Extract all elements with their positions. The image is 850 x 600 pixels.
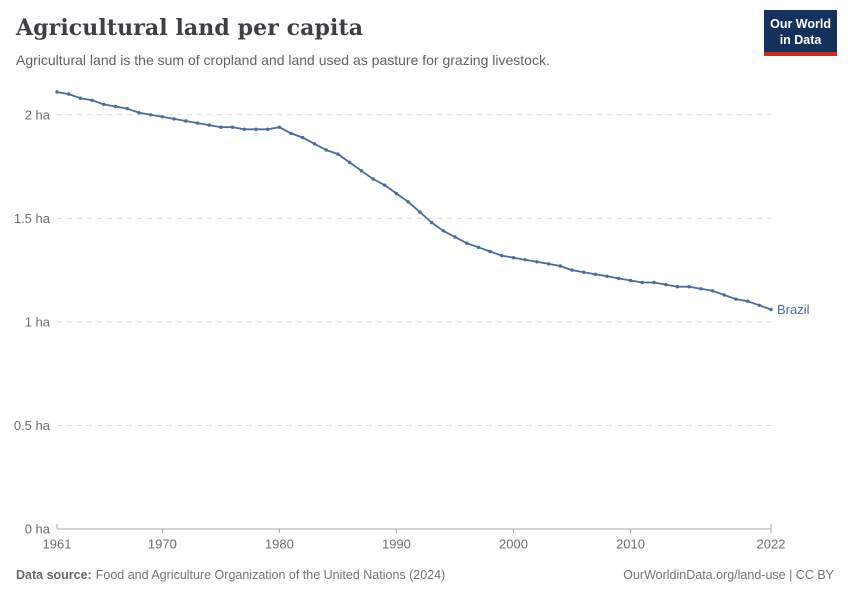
data-point-marker	[441, 229, 445, 233]
data-point-marker	[652, 280, 656, 285]
data-point-marker	[558, 264, 562, 268]
data-point-marker	[476, 245, 481, 249]
chart-footer: Data source: Food and Agriculture Organiz…	[16, 568, 834, 582]
data-point-marker	[78, 96, 83, 100]
x-tick-label: 1990	[382, 537, 411, 552]
data-point-marker	[523, 258, 527, 262]
data-point-marker	[500, 253, 504, 258]
data-point-marker	[687, 285, 691, 289]
data-point-marker	[55, 90, 59, 94]
owid-logo-line2: in Data	[779, 33, 822, 48]
data-point-marker	[301, 135, 305, 140]
data-point-marker	[172, 117, 176, 121]
data-point-marker	[324, 148, 328, 152]
data-source-text: Food and Agriculture Organization of the…	[95, 568, 446, 582]
y-axis: 2 ha 1.5 ha 1 ha 0.5 ha 0 ha	[14, 107, 771, 537]
data-point-marker	[664, 282, 668, 287]
y-tick-label: 0.5 ha	[14, 418, 51, 433]
data-source-line: Data source: Food and Agriculture Organiz…	[16, 568, 445, 582]
data-point-marker	[230, 125, 235, 129]
data-point-marker	[195, 121, 200, 125]
data-point-marker	[242, 127, 246, 131]
x-axis: 1961 1970 1980 1990 2000 2010 2022	[43, 524, 786, 552]
data-point-marker	[710, 289, 715, 293]
data-point-marker	[617, 276, 621, 281]
x-tick-label: 1980	[265, 537, 294, 552]
data-point-marker	[453, 235, 457, 239]
x-tick-label: 2000	[499, 537, 528, 552]
data-point-marker	[219, 125, 223, 129]
series-brazil: Brazil	[55, 90, 810, 317]
data-point-marker	[359, 169, 363, 173]
y-tick-label: 1 ha	[25, 314, 51, 329]
data-point-marker	[160, 115, 164, 119]
data-point-marker	[640, 280, 644, 285]
data-point-marker	[605, 274, 609, 278]
data-point-marker	[113, 104, 118, 109]
data-point-marker	[254, 127, 258, 131]
data-point-marker	[184, 119, 188, 123]
data-point-marker	[757, 303, 761, 307]
data-point-marker	[207, 123, 211, 127]
series-end-label: Brazil	[777, 302, 810, 317]
data-point-marker	[277, 125, 282, 129]
data-point-marker	[347, 160, 352, 165]
data-point-marker	[465, 241, 469, 245]
data-point-marker	[734, 297, 738, 301]
data-point-marker	[745, 299, 750, 303]
x-tick-label: 1961	[43, 537, 72, 552]
data-point-marker	[570, 268, 574, 272]
y-tick-label: 2 ha	[25, 107, 51, 122]
attribution-link[interactable]: OurWorldinData.org/land-use | CC BY	[623, 568, 834, 582]
chart-subtitle: Agricultural land is the sum of cropland…	[16, 52, 550, 68]
data-point-marker	[336, 152, 340, 156]
data-point-marker	[394, 191, 399, 196]
x-tick-label: 2010	[616, 537, 645, 552]
data-point-marker	[675, 285, 680, 289]
data-point-marker	[266, 127, 270, 131]
data-point-marker	[699, 287, 703, 291]
owid-logo-line1: Our World	[770, 17, 831, 31]
data-point-marker	[593, 272, 598, 276]
data-point-marker	[312, 142, 317, 146]
data-point-marker	[371, 177, 375, 181]
data-point-marker	[102, 102, 106, 107]
data-point-marker	[148, 113, 153, 117]
data-point-marker	[383, 183, 387, 187]
data-line	[56, 91, 772, 311]
x-tick-label: 2022	[757, 537, 786, 552]
data-point-marker	[535, 260, 539, 264]
data-point-marker	[289, 131, 293, 136]
data-point-marker	[769, 307, 773, 312]
owid-logo[interactable]: Our World in Data	[764, 10, 837, 56]
data-point-marker	[90, 98, 94, 103]
page-title: Agricultural land per capita	[16, 15, 364, 41]
data-point-marker	[429, 220, 434, 225]
x-tick-label: 1970	[148, 537, 177, 552]
data-point-marker	[546, 262, 551, 266]
data-point-marker	[722, 293, 726, 297]
y-tick-label: 1.5 ha	[14, 211, 51, 226]
data-point-marker	[406, 200, 410, 204]
data-point-marker	[488, 249, 492, 254]
data-point-marker	[137, 111, 141, 115]
data-point-marker	[582, 270, 586, 274]
data-point-marker	[418, 210, 422, 214]
data-point-marker	[67, 92, 71, 96]
data-point-marker	[628, 278, 633, 283]
data-point-marker	[511, 256, 516, 260]
data-point-marker	[125, 106, 129, 111]
y-tick-label: 0 ha	[25, 522, 51, 537]
data-source-label: Data source:	[16, 568, 92, 582]
